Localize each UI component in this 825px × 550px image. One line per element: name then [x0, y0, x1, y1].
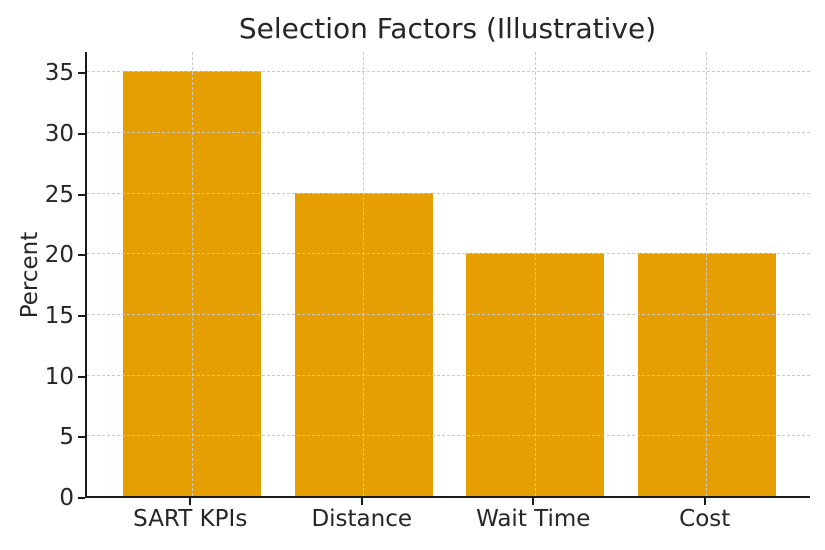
x-tick-mark-wait-time [532, 498, 535, 505]
x-tick-label-distance: Distance [311, 506, 413, 532]
h-gridline-30 [87, 131, 810, 133]
x-tick-label-sart-kpis: SART KPIs [133, 506, 248, 532]
y-tick-mark-5 [78, 436, 85, 439]
h-gridline-20 [87, 253, 810, 255]
h-gridline-10 [87, 374, 810, 376]
y-tick-mark-0 [78, 497, 85, 499]
y-tick-mark-35 [78, 72, 85, 75]
x-tick-mark-cost [703, 498, 706, 505]
x-tick-label-cost: Cost [679, 506, 731, 532]
v-gridline-sart-kpis [191, 52, 193, 496]
y-tick-label-25: 25 [44, 181, 74, 208]
plot-area [85, 52, 810, 498]
v-gridline-distance [363, 52, 364, 496]
x-tick-label-wait-time: Wait Time [476, 506, 591, 532]
y-tick-mark-10 [78, 375, 85, 378]
h-gridline-5 [87, 435, 810, 437]
x-tick-mark-distance [360, 498, 363, 505]
y-tick-label-30: 30 [44, 120, 74, 147]
y-tick-mark-25 [78, 193, 85, 196]
v-gridline-wait-time [534, 52, 536, 496]
x-tick-mark-sart-kpis [189, 498, 192, 505]
v-gridline-cost [706, 52, 707, 496]
y-tick-mark-30 [78, 132, 85, 135]
y-tick-mark-20 [78, 254, 85, 257]
h-gridline-35 [87, 71, 810, 73]
chart-title: Selection Factors (Illustrative) [238, 12, 657, 45]
y-tick-label-35: 35 [44, 60, 74, 87]
h-gridline-25 [87, 192, 810, 194]
y-tick-label-0: 0 [59, 485, 74, 511]
y-tick-label-5: 5 [59, 424, 74, 451]
y-tick-label-20: 20 [44, 242, 74, 269]
y-tick-label-10: 10 [44, 363, 74, 390]
y-tick-mark-15 [78, 314, 85, 317]
y-tick-label-15: 15 [44, 302, 74, 329]
h-gridline-15 [87, 313, 810, 315]
